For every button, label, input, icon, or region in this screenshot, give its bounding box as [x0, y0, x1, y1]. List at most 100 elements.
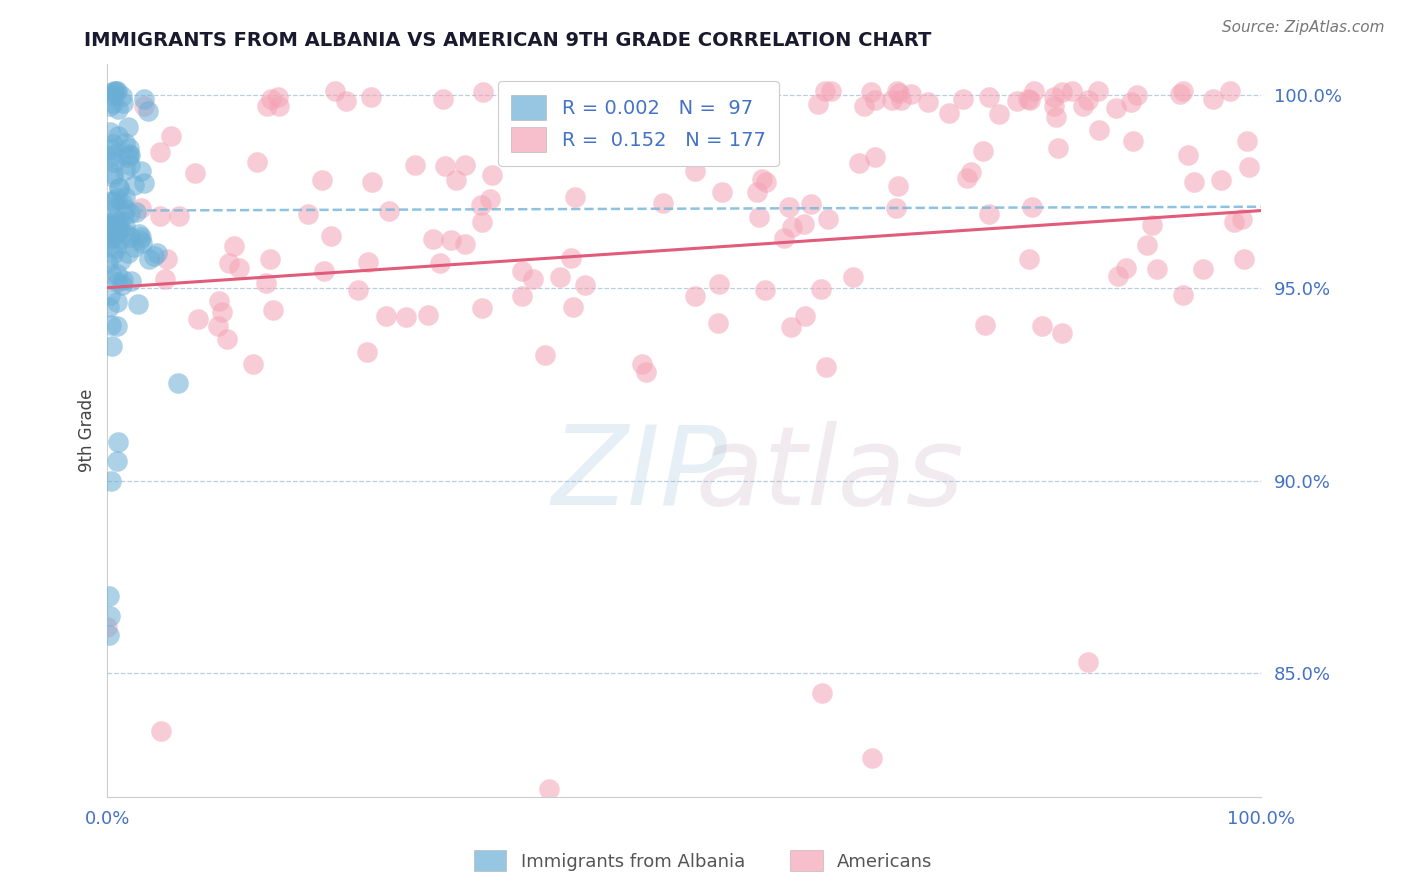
Point [107, 319, 129, 334]
Point [683, 164, 706, 178]
Point [114, 207, 136, 221]
Point [631, 357, 654, 371]
Point [118, 206, 141, 220]
Point [156, 252, 179, 267]
Point [748, 210, 770, 224]
Point [131, 235, 153, 250]
Point [108, 181, 131, 195]
Point [1236, 134, 1258, 148]
Point [900, 87, 922, 101]
Point [117, 149, 139, 163]
Point [1021, 200, 1043, 214]
Point [375, 309, 398, 323]
Point [707, 277, 730, 291]
Point [1045, 110, 1067, 124]
Point [707, 317, 730, 331]
Point [97, 255, 120, 269]
Point [780, 219, 803, 234]
Point [98, 215, 121, 229]
Point [215, 332, 238, 346]
Point [536, 92, 558, 106]
Point [98, 150, 121, 164]
Point [103, 155, 125, 169]
Point [267, 99, 290, 113]
Point [725, 111, 748, 125]
Point [104, 230, 127, 244]
Point [105, 211, 128, 225]
Point [108, 181, 131, 195]
Point [710, 185, 733, 199]
Point [683, 288, 706, 302]
Point [129, 201, 152, 215]
Point [657, 84, 679, 98]
Point [132, 92, 155, 106]
Point [860, 751, 883, 765]
Y-axis label: 9th Grade: 9th Grade [79, 389, 96, 472]
Point [110, 231, 132, 245]
Point [111, 195, 134, 210]
Point [814, 84, 837, 98]
Point [129, 230, 152, 244]
Point [1017, 92, 1039, 106]
Point [98, 99, 121, 113]
Point [496, 149, 519, 163]
Point [817, 211, 839, 226]
Point [882, 94, 904, 108]
Point [1222, 215, 1244, 229]
Point [97, 217, 120, 231]
Point [562, 300, 585, 314]
Point [101, 222, 124, 236]
Point [1107, 269, 1129, 284]
Point [416, 309, 439, 323]
Point [959, 165, 981, 179]
Point [1047, 141, 1070, 155]
Point [454, 236, 477, 251]
Point [118, 141, 141, 155]
Point [107, 128, 129, 143]
Point [256, 99, 278, 113]
Point [346, 283, 368, 297]
Point [564, 110, 586, 124]
Point [432, 92, 454, 106]
Point [1022, 84, 1045, 98]
Point [100, 142, 122, 156]
Point [1019, 93, 1042, 107]
Point [297, 207, 319, 221]
Point [779, 319, 801, 334]
Point [987, 107, 1010, 121]
Point [917, 95, 939, 110]
Point [378, 204, 401, 219]
Point [1182, 175, 1205, 189]
Point [259, 252, 281, 266]
Point [112, 96, 135, 111]
Point [128, 227, 150, 241]
Point [246, 155, 269, 169]
Point [136, 104, 159, 119]
Point [103, 136, 125, 151]
Point [222, 239, 245, 253]
Point [122, 240, 145, 254]
Point [886, 84, 908, 98]
Point [97, 224, 120, 238]
Point [547, 84, 569, 98]
Point [101, 87, 124, 102]
Point [811, 685, 834, 699]
Point [101, 338, 124, 352]
Point [105, 295, 128, 310]
Point [793, 310, 815, 324]
Point [114, 226, 136, 240]
Point [100, 227, 122, 242]
Point [636, 365, 658, 379]
Point [207, 319, 229, 334]
Point [1233, 252, 1256, 266]
Point [440, 233, 463, 247]
Point [218, 256, 240, 270]
Point [111, 278, 134, 293]
Point [211, 305, 233, 319]
Point [754, 283, 776, 297]
Point [120, 148, 142, 162]
Point [1121, 95, 1143, 110]
Point [613, 90, 636, 104]
Point [395, 310, 418, 324]
Point [755, 175, 778, 189]
